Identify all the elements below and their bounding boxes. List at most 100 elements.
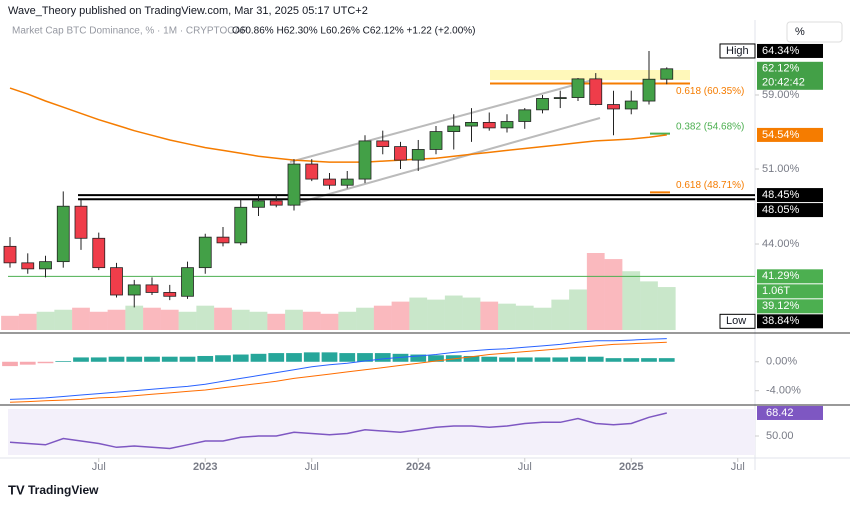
ohlc: O60.86% H62.30% L60.26% C62.12% +1.22 (+… [232, 26, 476, 37]
price-label-box [757, 203, 823, 218]
volume-bar [285, 309, 303, 330]
volume-bar [196, 305, 215, 330]
volume-bar [1, 315, 19, 330]
volume-bar [320, 313, 339, 330]
rsi-label: 68.42 [766, 407, 794, 419]
candle-body [3, 245, 17, 264]
tag-label: Low [726, 315, 746, 327]
macd-histogram [232, 354, 249, 362]
macd-histogram [197, 355, 214, 362]
candle-body [429, 131, 443, 150]
candle-body [482, 122, 496, 129]
candle-body [269, 200, 283, 206]
volume-bar [462, 297, 481, 330]
x-tick-label: 2023 [193, 461, 217, 473]
y-tick-label: 51.00% [762, 163, 800, 175]
y-tick-label: 0.00% [766, 356, 797, 368]
macd-histogram [108, 356, 125, 362]
macd-histogram [90, 357, 107, 362]
macd-histogram [570, 356, 586, 362]
macd-histogram [321, 352, 338, 362]
channel-line [289, 77, 601, 163]
volume-bar [72, 307, 90, 330]
macd-histogram [37, 361, 54, 364]
price-label-box [757, 61, 823, 90]
macd-histogram [428, 355, 444, 362]
macd-histogram [144, 356, 160, 362]
y-tick-label: 44.00% [762, 238, 800, 250]
volume-bar [18, 313, 37, 330]
channel-line [289, 117, 601, 206]
macd-histogram [357, 353, 373, 362]
candle-body [500, 121, 514, 129]
fib-label: 0.382 (54.68%) [676, 121, 744, 132]
price-label-box [757, 188, 823, 203]
volume-bar [480, 301, 499, 330]
price-label: 62.12% [762, 63, 800, 75]
macd-histogram [658, 358, 675, 362]
macd-histogram [303, 352, 320, 362]
price-label: 39.12% [762, 300, 800, 312]
candle-body [216, 236, 230, 244]
volume-bar [498, 303, 516, 330]
volume-bar [604, 259, 623, 330]
volume-bar [586, 253, 605, 330]
unit-label[interactable]: % [795, 26, 805, 38]
volume-bar [178, 311, 197, 330]
x-tick-label: 2024 [406, 461, 431, 473]
volume-bar [231, 309, 250, 330]
macd-histogram [250, 353, 267, 362]
candle-body [56, 205, 70, 263]
volume-bar [302, 311, 321, 330]
candle-body [376, 140, 390, 148]
candle-body [287, 163, 301, 206]
candle-body [21, 262, 35, 270]
candle-body [660, 68, 674, 80]
price-label: 64.34% [762, 45, 800, 57]
volume-bar [160, 309, 179, 330]
macd-histogram [463, 355, 480, 362]
price-label-box [757, 299, 823, 314]
candle-body [642, 78, 656, 102]
macd-histogram [374, 353, 391, 362]
candle-body [323, 178, 336, 186]
volume-bar [36, 311, 55, 330]
candle-body [145, 284, 159, 293]
volume-bar [125, 305, 144, 330]
candle-body [589, 78, 603, 105]
volume-bar [391, 301, 410, 330]
macd-histogram [286, 353, 302, 362]
macd-histogram [481, 356, 498, 362]
price-label: 1.06T [762, 285, 790, 297]
volume-bar [622, 271, 641, 330]
volume-bar [551, 299, 570, 330]
unit-button[interactable] [786, 21, 843, 43]
price-label: 48.05% [762, 204, 800, 216]
volume-bar [214, 307, 232, 330]
macd-histogram [339, 353, 356, 362]
target-zone [490, 70, 690, 80]
volume-bar [640, 281, 658, 330]
macd-histogram [499, 357, 515, 362]
macd-histogram [641, 358, 657, 362]
countdown: 20:42:42 [762, 77, 805, 89]
logo-mark: TV [8, 482, 25, 497]
signal-line [9, 341, 667, 403]
candle-body [571, 78, 585, 98]
volume-bar [657, 287, 676, 330]
macd-histogram [623, 358, 640, 362]
candle-body [305, 163, 319, 180]
volume-bar [533, 307, 552, 330]
volume-bar [515, 305, 534, 330]
price-label-box [757, 269, 823, 284]
macd-histogram [161, 356, 178, 362]
macd-histogram [73, 357, 89, 362]
candle-body [394, 146, 407, 161]
candle-body [127, 284, 141, 296]
volume-bar [569, 289, 587, 330]
macd-histogram [587, 356, 604, 362]
macd-histogram [2, 361, 18, 367]
x-tick-label: 2025 [619, 461, 643, 473]
macd-histogram [534, 357, 551, 362]
